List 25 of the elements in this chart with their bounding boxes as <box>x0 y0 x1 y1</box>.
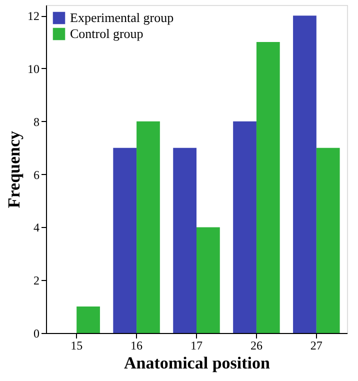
bar <box>293 16 316 333</box>
x-tick-label: 17 <box>190 338 202 352</box>
bar <box>196 227 220 333</box>
bar <box>76 306 100 333</box>
bar <box>136 121 160 333</box>
y-tick-label: 0 <box>34 326 40 340</box>
x-tick-label: 15 <box>70 338 83 352</box>
legend-label: Experimental group <box>70 10 174 25</box>
x-tick-label: 26 <box>250 338 262 352</box>
bar <box>233 121 256 333</box>
y-axis-title: Frequency <box>4 130 24 208</box>
legend-label: Control group <box>70 26 144 41</box>
bar <box>256 42 280 333</box>
bar <box>173 148 196 333</box>
x-tick-label: 16 <box>130 338 143 352</box>
x-tick-label: 27 <box>310 338 322 352</box>
y-tick-label: 8 <box>34 114 40 129</box>
bar <box>316 148 340 333</box>
y-tick-label: 2 <box>34 274 40 288</box>
bar <box>113 148 137 333</box>
y-tick-label: 6 <box>34 168 40 182</box>
y-tick-label: 12 <box>28 9 40 24</box>
y-tick-label: 10 <box>28 62 40 76</box>
x-axis-title: Anatomical position <box>124 354 271 372</box>
y-tick-label: 4 <box>34 220 40 235</box>
